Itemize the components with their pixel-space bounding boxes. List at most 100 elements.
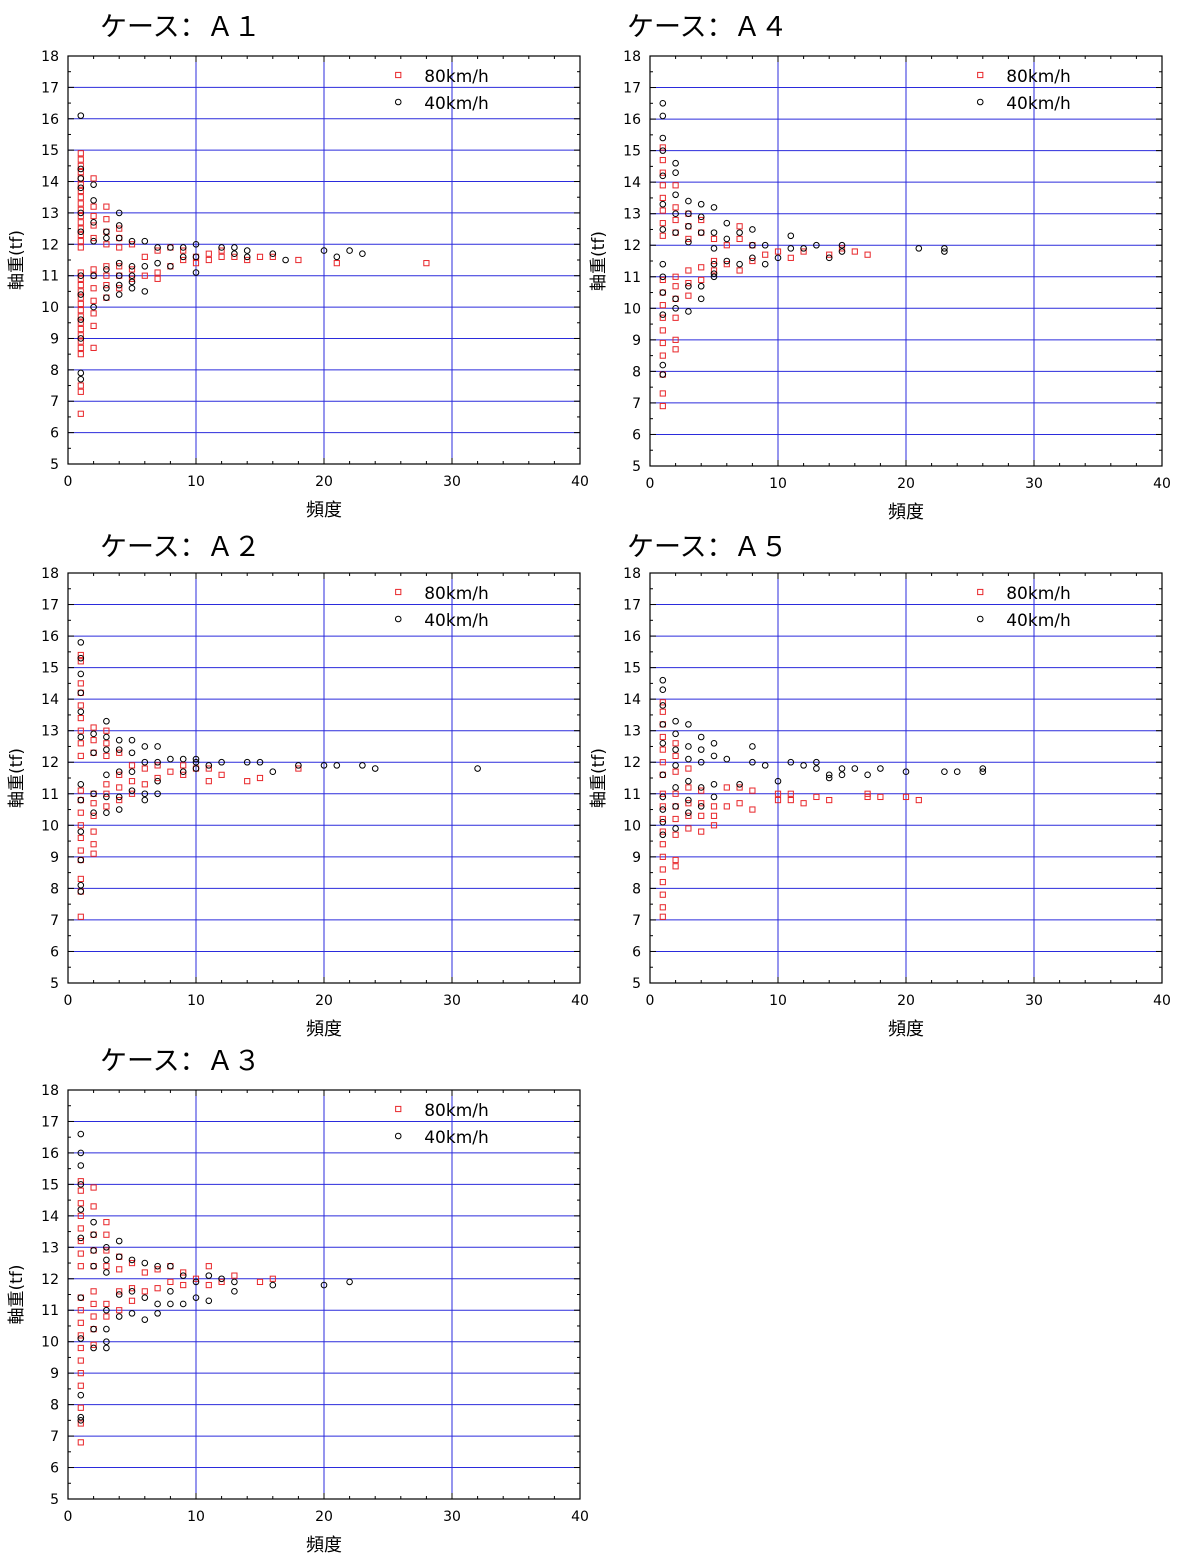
data-point-circle xyxy=(672,730,679,738)
data-point-circle xyxy=(77,291,85,298)
data-point-square xyxy=(90,841,97,848)
data-point-square xyxy=(659,169,666,176)
data-point-square xyxy=(77,319,84,326)
data-point-circle xyxy=(154,777,161,785)
data-point-circle xyxy=(103,228,110,236)
data-point-circle xyxy=(359,250,366,258)
data-point-square xyxy=(77,834,84,842)
data-point-square xyxy=(77,1237,84,1245)
x-axis-label: 頻度 xyxy=(888,1019,924,1040)
y-tick-label: 5 xyxy=(50,1492,59,1508)
data-point-circle xyxy=(103,1256,110,1264)
data-point-circle xyxy=(371,765,379,772)
data-point-circle xyxy=(269,1281,277,1289)
data-point-square xyxy=(672,346,679,353)
data-point-circle xyxy=(710,270,718,277)
data-point-square xyxy=(77,875,84,883)
data-point-circle xyxy=(115,768,123,775)
data-point-circle xyxy=(77,1206,85,1213)
data-point-square xyxy=(128,241,136,248)
data-point-square xyxy=(77,1357,84,1364)
data-point-circle xyxy=(685,777,692,785)
data-point-circle xyxy=(825,771,833,779)
data-point-circle xyxy=(115,209,123,217)
y-tick-label: 8 xyxy=(632,364,641,380)
data-point-circle xyxy=(77,165,85,173)
data-point-square xyxy=(218,1278,225,1286)
data-point-square xyxy=(77,150,84,157)
data-point-circle xyxy=(838,248,846,255)
data-point-circle xyxy=(192,269,200,276)
legend-marker-circle xyxy=(976,615,984,623)
y-tick-label: 9 xyxy=(50,850,59,866)
data-point-circle xyxy=(154,244,161,251)
data-point-square xyxy=(180,1269,187,1276)
data-point-square xyxy=(77,388,84,395)
data-point-circle xyxy=(192,1294,200,1301)
data-point-circle xyxy=(710,245,718,252)
data-point-circle xyxy=(659,273,667,281)
data-point-circle xyxy=(659,818,667,826)
y-tick-label: 8 xyxy=(50,1398,59,1414)
data-point-square xyxy=(128,762,136,769)
data-point-circle xyxy=(685,197,692,205)
data-point-circle xyxy=(825,774,833,782)
data-point-circle xyxy=(953,768,961,775)
data-point-circle xyxy=(672,295,679,303)
x-axis-label: 頻度 xyxy=(888,502,924,523)
data-point-circle xyxy=(115,222,123,229)
x-axis-label: 頻度 xyxy=(306,1019,342,1040)
data-point-circle xyxy=(659,740,667,747)
data-point-circle xyxy=(672,784,679,791)
x-tick-label: 20 xyxy=(897,993,915,1009)
data-point-circle xyxy=(902,768,910,775)
data-point-circle xyxy=(218,758,225,766)
data-point-square xyxy=(205,1263,212,1270)
data-point-circle xyxy=(723,219,731,227)
data-point-circle xyxy=(800,245,807,252)
data-point-square xyxy=(659,220,666,227)
x-tick-label: 30 xyxy=(443,474,461,490)
data-point-square xyxy=(269,253,276,260)
data-point-circle xyxy=(697,200,705,208)
data-point-square xyxy=(77,282,84,289)
data-point-square xyxy=(774,790,782,797)
data-point-square xyxy=(749,787,756,794)
data-point-square xyxy=(659,352,666,359)
data-point-circle xyxy=(749,254,756,262)
y-tick-label: 18 xyxy=(41,1083,59,1099)
data-point-circle xyxy=(749,758,756,766)
data-point-square xyxy=(659,853,666,860)
data-point-circle xyxy=(128,1288,136,1295)
data-point-square xyxy=(77,1439,84,1446)
y-tick-label: 7 xyxy=(632,913,641,929)
data-point-circle xyxy=(167,1288,174,1295)
x-tick-label: 40 xyxy=(1153,476,1171,492)
data-point-circle xyxy=(697,282,705,290)
data-point-circle xyxy=(77,316,85,323)
data-point-square xyxy=(90,800,97,807)
data-point-circle xyxy=(141,1294,149,1301)
data-point-circle xyxy=(659,361,667,369)
data-point-circle xyxy=(659,702,667,709)
data-point-square xyxy=(672,863,679,870)
data-point-square xyxy=(116,1288,123,1295)
data-point-circle xyxy=(205,1272,213,1279)
data-point-circle xyxy=(774,777,782,785)
data-point-square xyxy=(154,247,161,254)
data-point-circle xyxy=(128,749,136,757)
data-point-circle xyxy=(103,1338,110,1345)
data-point-square xyxy=(231,253,238,260)
data-point-circle xyxy=(77,112,85,119)
data-point-circle xyxy=(749,241,756,249)
data-point-square xyxy=(659,904,666,911)
data-point-circle xyxy=(154,790,161,798)
y-tick-label: 5 xyxy=(632,976,641,992)
y-tick-label: 13 xyxy=(41,724,59,740)
x-tick-label: 40 xyxy=(571,1509,589,1525)
x-tick-label: 10 xyxy=(769,476,787,492)
data-point-circle xyxy=(697,784,705,791)
data-point-square xyxy=(864,793,871,801)
legend-marker-square xyxy=(977,71,984,79)
